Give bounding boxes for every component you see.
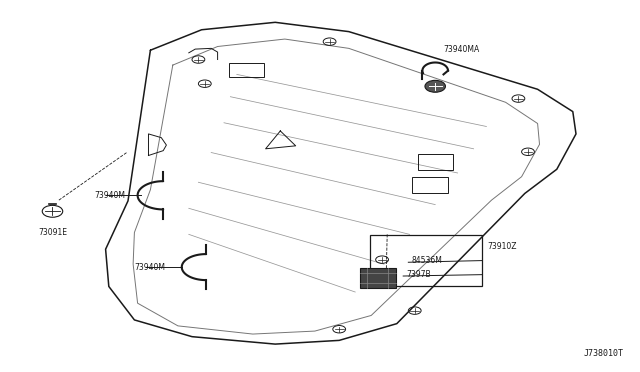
Text: 73940M: 73940M — [95, 191, 125, 200]
Bar — [370, 235, 482, 286]
Circle shape — [425, 80, 445, 92]
Text: 73940MA: 73940MA — [444, 45, 480, 54]
Text: 73910Z: 73910Z — [488, 242, 517, 251]
Text: J738010T: J738010T — [584, 349, 624, 358]
Text: 84536M: 84536M — [412, 256, 442, 265]
Text: 73091E: 73091E — [38, 228, 67, 237]
Bar — [360, 268, 396, 288]
Bar — [413, 177, 448, 193]
Text: 7397B: 7397B — [406, 270, 431, 279]
Bar — [418, 154, 453, 170]
Bar — [229, 63, 264, 77]
Text: 73940M: 73940M — [134, 263, 165, 272]
